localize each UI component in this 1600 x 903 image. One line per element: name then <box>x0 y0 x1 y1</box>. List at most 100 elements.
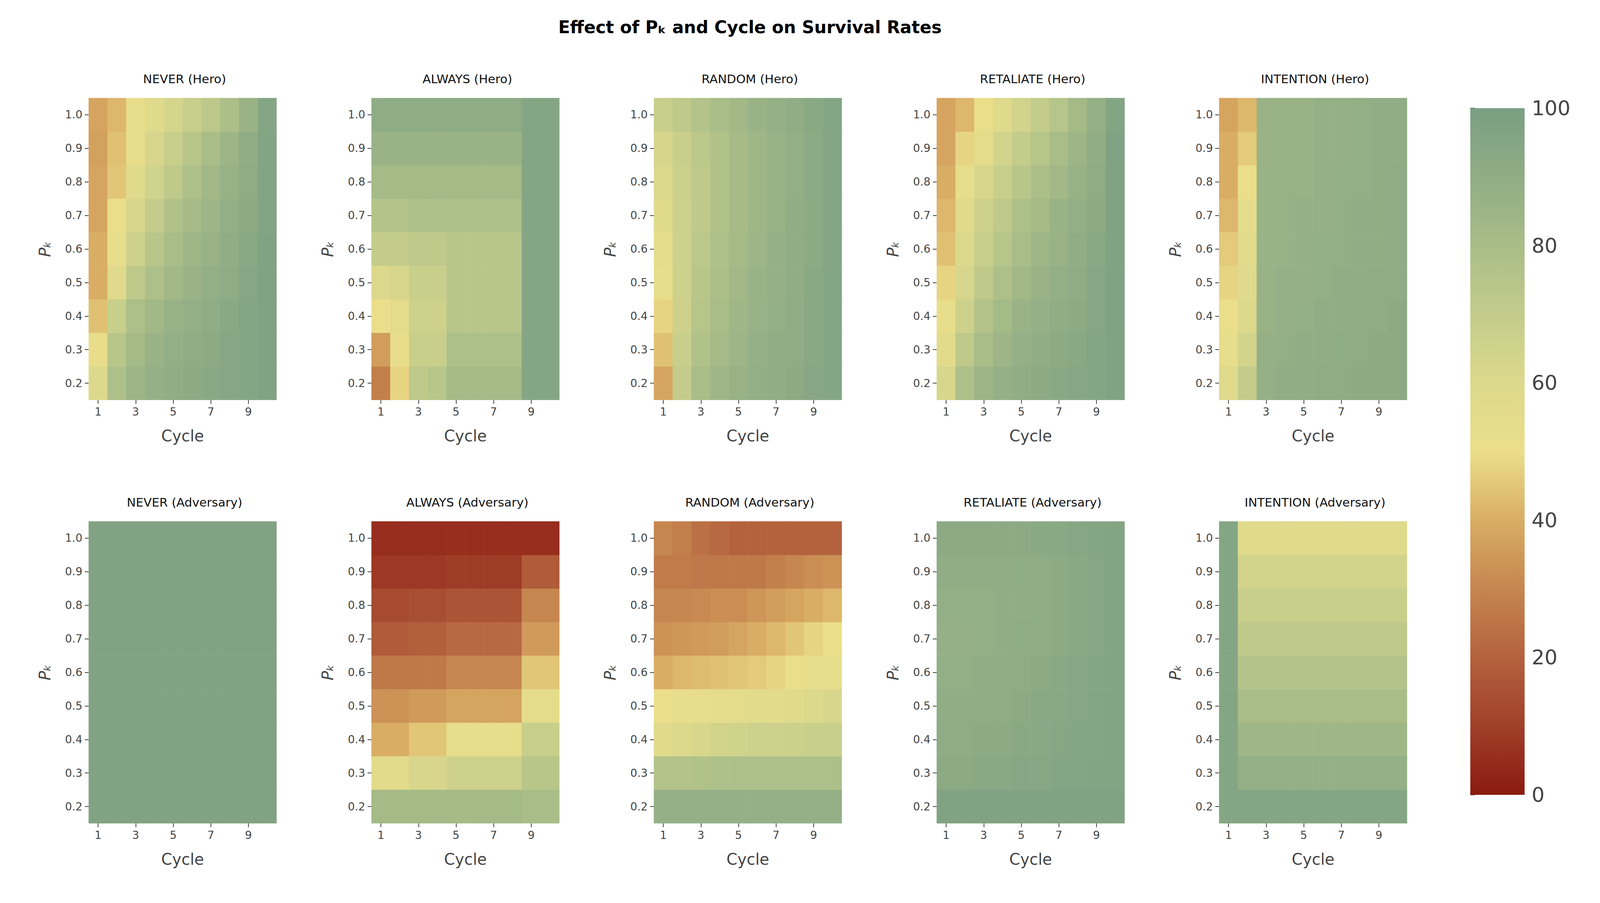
svg-text:0.3: 0.3 <box>630 766 648 780</box>
svg-text:0.6: 0.6 <box>630 242 648 256</box>
svg-text:Pₖ: Pₖ <box>1166 664 1185 681</box>
svg-text:0.2: 0.2 <box>347 376 366 390</box>
svg-text:9: 9 <box>810 405 818 419</box>
svg-text:5: 5 <box>452 828 460 842</box>
svg-text:0.4: 0.4 <box>64 309 83 323</box>
svg-text:9: 9 <box>527 405 535 419</box>
svg-text:0.6: 0.6 <box>912 666 931 679</box>
svg-text:7: 7 <box>772 405 780 419</box>
svg-text:0.3: 0.3 <box>630 343 648 357</box>
svg-text:0.9: 0.9 <box>347 565 366 579</box>
svg-text:Pₖ: Pₖ <box>601 241 620 258</box>
svg-text:Cycle: Cycle <box>444 850 487 869</box>
svg-text:RETALIATE (Hero): RETALIATE (Hero) <box>979 71 1086 86</box>
svg-text:ALWAYS (Adversary): ALWAYS (Adversary) <box>406 495 529 510</box>
svg-text:Cycle: Cycle <box>1291 850 1335 869</box>
svg-text:5: 5 <box>452 405 460 419</box>
svg-text:0.5: 0.5 <box>64 699 83 713</box>
svg-text:7: 7 <box>207 828 215 842</box>
svg-text:0.4: 0.4 <box>64 733 83 747</box>
svg-text:0.7: 0.7 <box>1195 632 1213 646</box>
svg-text:7: 7 <box>1055 405 1063 419</box>
svg-text:0.8: 0.8 <box>630 175 648 189</box>
svg-text:0.8: 0.8 <box>64 598 83 612</box>
svg-text:0.6: 0.6 <box>630 666 648 679</box>
svg-text:0.2: 0.2 <box>64 800 83 814</box>
svg-text:0.7: 0.7 <box>64 632 83 646</box>
svg-text:0.8: 0.8 <box>912 175 931 189</box>
svg-text:0.5: 0.5 <box>912 276 931 290</box>
svg-text:9: 9 <box>244 828 252 842</box>
svg-text:0.4: 0.4 <box>347 733 366 747</box>
svg-text:5: 5 <box>735 405 743 419</box>
svg-text:0.7: 0.7 <box>912 208 931 222</box>
svg-text:0.2: 0.2 <box>1195 800 1213 814</box>
svg-text:7: 7 <box>490 828 498 842</box>
svg-text:0.4: 0.4 <box>630 733 648 747</box>
svg-text:Effect of Pₖ and Cycle on Surv: Effect of Pₖ and Cycle on Survival Rates <box>558 17 942 38</box>
svg-text:Cycle: Cycle <box>1009 426 1052 445</box>
svg-text:1.0: 1.0 <box>347 531 366 545</box>
svg-text:Pₖ: Pₖ <box>318 664 337 681</box>
svg-text:1: 1 <box>942 828 950 842</box>
svg-text:RANDOM (Hero): RANDOM (Hero) <box>701 71 799 86</box>
svg-text:7: 7 <box>490 405 498 419</box>
svg-text:0.3: 0.3 <box>912 766 931 780</box>
svg-text:Pₖ: Pₖ <box>883 664 902 681</box>
svg-text:0.4: 0.4 <box>1195 733 1213 747</box>
svg-text:0.7: 0.7 <box>347 208 366 222</box>
svg-text:0.3: 0.3 <box>912 343 931 357</box>
svg-text:0.5: 0.5 <box>912 699 931 713</box>
svg-text:Cycle: Cycle <box>444 426 487 445</box>
svg-text:1: 1 <box>659 405 667 419</box>
svg-text:0.3: 0.3 <box>64 766 83 780</box>
svg-text:5: 5 <box>1300 828 1308 842</box>
svg-text:0.6: 0.6 <box>912 242 931 256</box>
svg-text:0.8: 0.8 <box>1195 598 1213 612</box>
svg-text:0.4: 0.4 <box>912 309 931 323</box>
svg-text:5: 5 <box>1300 405 1308 419</box>
svg-text:1: 1 <box>377 405 385 419</box>
svg-text:Pₖ: Pₖ <box>35 241 54 258</box>
svg-text:RANDOM (Adversary): RANDOM (Adversary) <box>685 495 815 510</box>
svg-text:Pₖ: Pₖ <box>601 664 620 681</box>
svg-text:3: 3 <box>132 828 140 842</box>
svg-text:0.3: 0.3 <box>347 766 366 780</box>
svg-text:5: 5 <box>1017 828 1025 842</box>
svg-text:3: 3 <box>1262 828 1270 842</box>
svg-text:0.9: 0.9 <box>912 141 931 155</box>
svg-text:0.6: 0.6 <box>64 242 83 256</box>
svg-text:0: 0 <box>1531 783 1545 807</box>
svg-text:0.8: 0.8 <box>347 598 366 612</box>
svg-text:0.7: 0.7 <box>630 208 648 222</box>
svg-text:9: 9 <box>527 828 535 842</box>
svg-text:1: 1 <box>94 828 102 842</box>
svg-text:0.5: 0.5 <box>1195 699 1213 713</box>
svg-text:9: 9 <box>810 828 818 842</box>
svg-text:1.0: 1.0 <box>912 108 931 122</box>
svg-text:7: 7 <box>1337 405 1345 419</box>
svg-text:Pₖ: Pₖ <box>1166 241 1185 258</box>
svg-text:1: 1 <box>1225 405 1233 419</box>
svg-text:5: 5 <box>169 828 177 842</box>
svg-text:0.4: 0.4 <box>1195 309 1213 323</box>
svg-text:0.2: 0.2 <box>347 800 366 814</box>
svg-text:80: 80 <box>1531 233 1558 258</box>
svg-text:1.0: 1.0 <box>64 108 83 122</box>
svg-text:0.4: 0.4 <box>630 309 648 323</box>
svg-text:NEVER (Hero): NEVER (Hero) <box>142 71 227 86</box>
svg-text:1.0: 1.0 <box>1195 531 1213 545</box>
svg-text:3: 3 <box>980 828 988 842</box>
svg-text:0.7: 0.7 <box>630 632 648 646</box>
svg-text:0.9: 0.9 <box>64 565 83 579</box>
svg-text:5: 5 <box>1017 405 1025 419</box>
svg-text:0.6: 0.6 <box>1195 242 1213 256</box>
svg-text:0.2: 0.2 <box>64 376 83 390</box>
svg-text:0.3: 0.3 <box>64 343 83 357</box>
svg-text:NEVER (Adversary): NEVER (Adversary) <box>126 495 243 510</box>
svg-text:9: 9 <box>1092 405 1100 419</box>
svg-text:20: 20 <box>1531 645 1558 670</box>
svg-text:0.6: 0.6 <box>347 666 366 679</box>
svg-text:0.2: 0.2 <box>630 376 648 390</box>
svg-text:0.9: 0.9 <box>630 141 648 155</box>
